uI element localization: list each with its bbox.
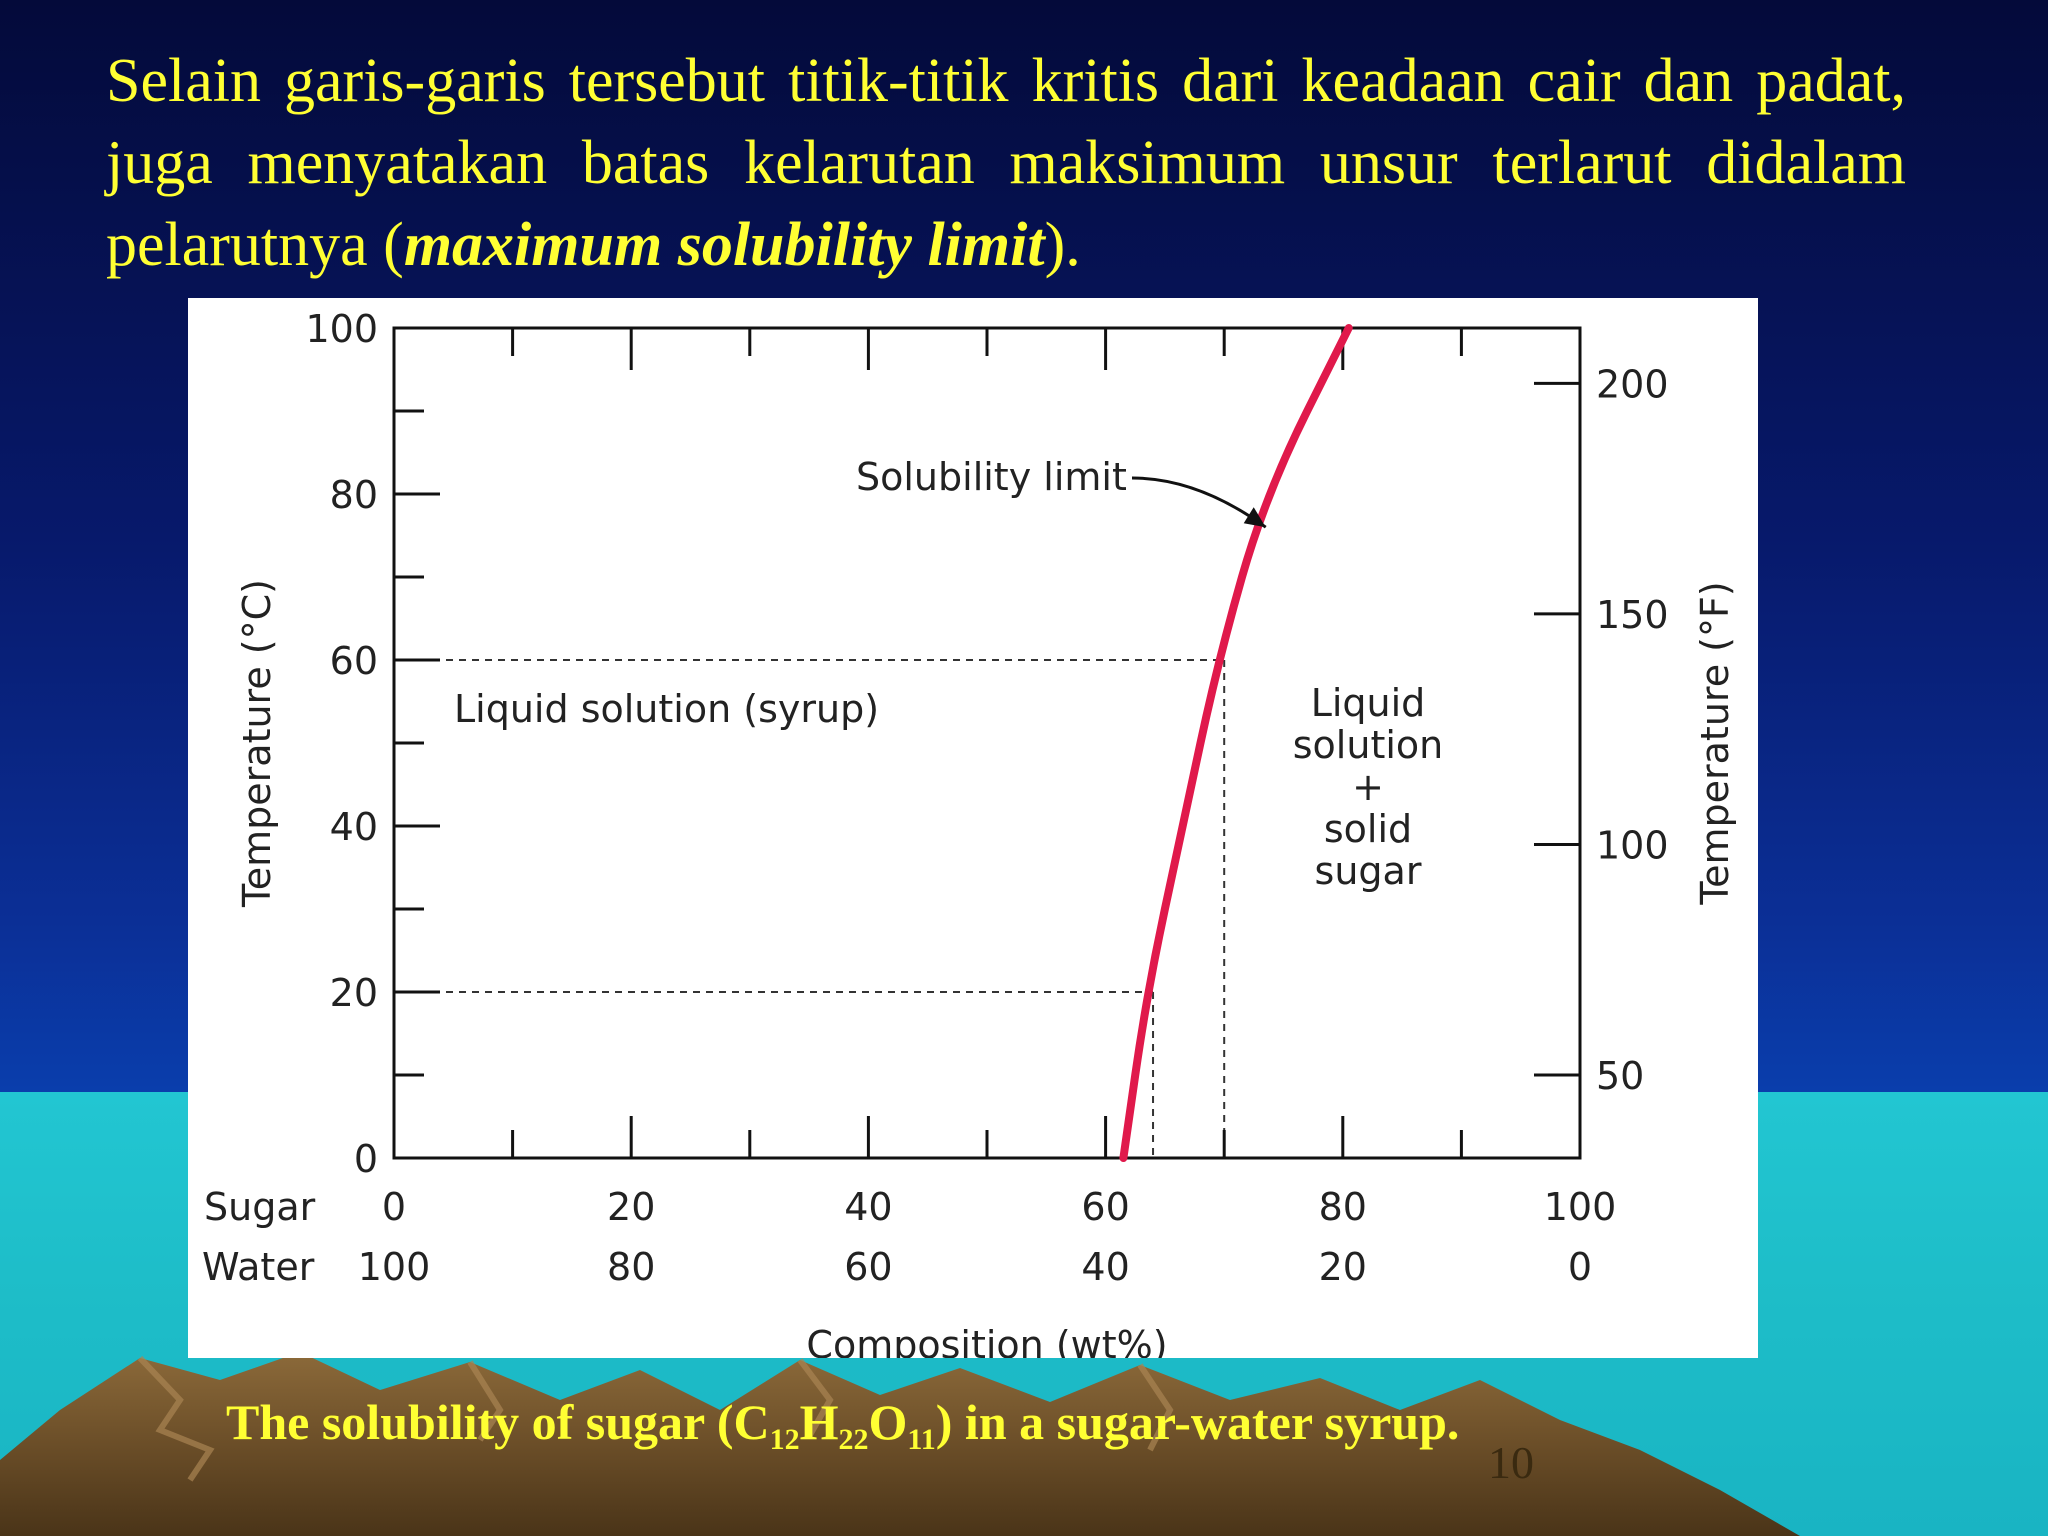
solubility-chart: 5010015020002040608010001002080406060408…: [202, 307, 1737, 1358]
x-tick-label-water: 80: [607, 1245, 655, 1289]
intro-text-before: Selain garis-garis tersebut titik-titik …: [106, 47, 1906, 279]
y-tick-label-right: 100: [1596, 823, 1669, 867]
y-tick-label-right: 150: [1596, 593, 1669, 637]
y-tick-label-left: 0: [354, 1137, 378, 1181]
row-label-sugar: Sugar: [204, 1185, 316, 1229]
x-tick-label-water: 20: [1319, 1245, 1367, 1289]
chart-panel: 50 100 150 200 0 20 40 60 80 100 0 100 20 80 40 60 60 40 8…: [188, 298, 1758, 1358]
y-tick-label-left: 20: [330, 971, 378, 1015]
x-tick-label-sugar: 60: [1081, 1185, 1129, 1229]
region-label-liquid-solid: sugar: [1315, 849, 1422, 893]
caption-sub1: 12: [769, 1423, 800, 1456]
x-tick-label-sugar: 0: [382, 1185, 406, 1229]
intro-text-after: ).: [1044, 211, 1081, 279]
y-tick-label-right: 200: [1596, 362, 1669, 406]
caption-part2: H: [799, 1394, 839, 1450]
x-axis-title: Composition (wt%): [806, 1323, 1167, 1358]
y-axis-title-left: Temperature (°C): [235, 579, 279, 908]
caption-sub2: 22: [838, 1423, 869, 1456]
region-label-liquid-solid: +: [1352, 765, 1384, 809]
x-tick-label-sugar: 80: [1319, 1185, 1367, 1229]
y-tick-label-left: 40: [330, 805, 378, 849]
solubility-curve: [1119, 324, 1353, 1162]
mountain-decoration: [0, 1352, 1800, 1536]
row-label-water: Water: [202, 1245, 315, 1289]
caption-part4: ) in a sugar-water syrup.: [935, 1394, 1460, 1450]
y-tick-label-left: 100: [305, 307, 378, 351]
x-tick-label-water: 40: [1081, 1245, 1129, 1289]
x-tick-label-sugar: 100: [1544, 1185, 1617, 1229]
y-tick-label-right: 50: [1596, 1054, 1644, 1098]
caption-sub3: 11: [907, 1423, 936, 1456]
figure-caption: The solubility of sugar (C12H22O11) in a…: [226, 1392, 1926, 1470]
x-tick-label-water: 60: [844, 1245, 892, 1289]
region-label-liquid-solid: solution: [1293, 723, 1443, 767]
annotation-solubility-limit: Solubility limit: [856, 455, 1127, 499]
intro-text-emphasis: maximum solubility limit: [403, 211, 1045, 279]
caption-part3: O: [868, 1394, 908, 1450]
caption-part1: The solubility of sugar (C: [226, 1394, 770, 1450]
annotation-arrow-line: [1131, 476, 1267, 529]
x-tick-label-water: 0: [1568, 1245, 1592, 1289]
x-tick-label-sugar: 40: [844, 1185, 892, 1229]
slide-number: 10: [1488, 1437, 1534, 1488]
y-axis-title-right: Temperature (°F): [1693, 581, 1737, 905]
x-tick-label-water: 100: [358, 1245, 431, 1289]
region-label-liquid-solution: Liquid solution (syrup): [454, 687, 879, 731]
region-label-liquid-solid: solid: [1324, 807, 1412, 851]
y-tick-label-left: 80: [330, 473, 378, 517]
intro-paragraph: Selain garis-garis tersebut titik-titik …: [106, 40, 1906, 286]
x-tick-label-sugar: 20: [607, 1185, 655, 1229]
y-tick-label-left: 60: [330, 639, 378, 683]
region-label-liquid-solid: Liquid: [1311, 681, 1426, 725]
annotation-arrow-head: [1243, 507, 1266, 528]
